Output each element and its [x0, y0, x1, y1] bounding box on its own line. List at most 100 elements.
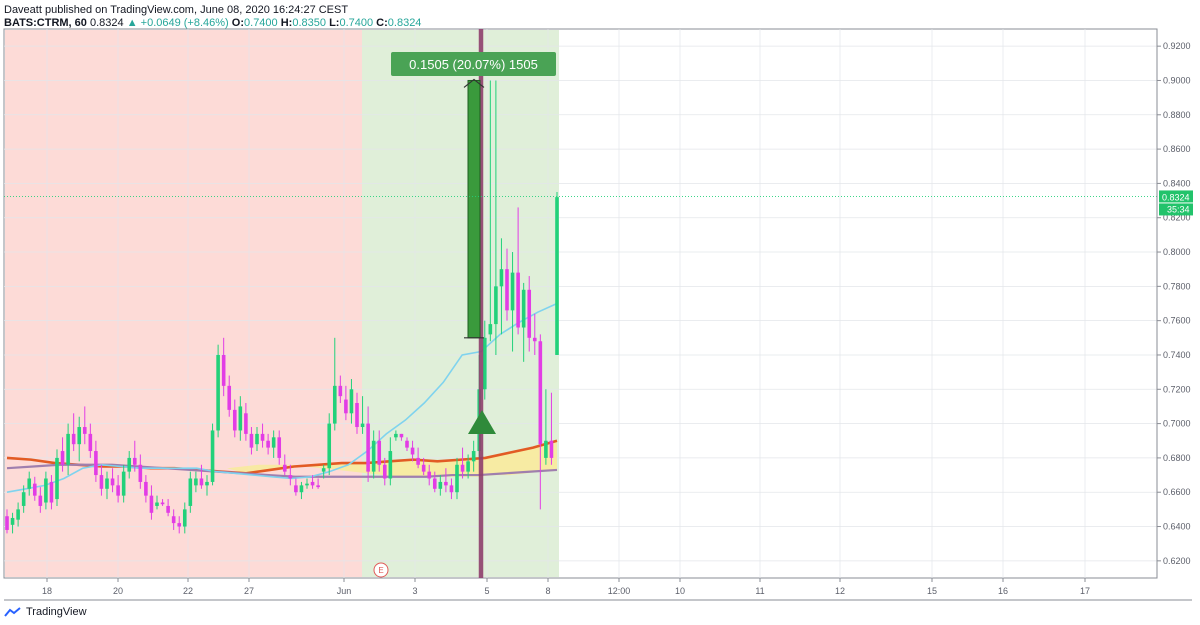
time-axis-label: 12: [835, 586, 845, 596]
open-label: O:: [231, 17, 245, 29]
price-axis-label: 0.6200: [1163, 556, 1191, 566]
candle-body: [360, 423, 365, 428]
candle-body: [499, 269, 504, 287]
price-axis-label: 0.8600: [1163, 144, 1191, 154]
candle-body: [16, 509, 20, 520]
measure-label-box: [391, 52, 556, 76]
candle-body: [516, 272, 520, 328]
candle-body: [177, 523, 182, 527]
candle-body: [399, 433, 404, 438]
candle-body: [388, 451, 393, 479]
session-shade-red: [5, 30, 363, 577]
candle-body: [310, 481, 315, 486]
candle-body: [27, 478, 32, 489]
symbol-line: BATS:CTRM, 60 0.8324 ▲ +0.0649 (+8.46%) …: [4, 17, 421, 29]
candle-body: [321, 468, 326, 472]
price-axis-label: 0.7600: [1163, 316, 1191, 326]
candle-body: [99, 475, 104, 489]
candle-body: [110, 478, 115, 486]
time-axis-label: 3: [412, 586, 417, 596]
candle-body: [244, 413, 248, 434]
candle-body: [410, 447, 415, 455]
candle-body: [149, 495, 154, 513]
candle-body: [160, 502, 165, 505]
ma-cloud: [227, 440, 557, 477]
ema-mid-line: [6, 439, 558, 475]
candle-body: [171, 516, 176, 524]
time-axis-label: Jun: [337, 586, 352, 596]
candle-body: [460, 464, 465, 472]
price-change: ▲ +0.0649 (+8.46%): [126, 17, 229, 29]
candle-body: [116, 485, 120, 496]
candle-body: [194, 478, 198, 486]
candle-body: [421, 464, 426, 472]
measure-label: 0.1505 (20.07%) 1505: [409, 57, 538, 72]
symbol-name: BATS:CTRM, 60: [4, 17, 87, 29]
time-axis-label: 17: [1080, 586, 1090, 596]
candle-body: [438, 481, 443, 489]
candle-body: [5, 516, 9, 530]
footer-brand[interactable]: TradingView: [4, 606, 87, 618]
buy-signal-triangle: [468, 410, 496, 434]
candle-body: [227, 385, 232, 410]
candle-body: [49, 481, 54, 503]
price-axis-label: 0.7800: [1163, 281, 1191, 291]
earnings-marker-label: E: [378, 566, 383, 575]
candle-body: [66, 433, 70, 465]
candle-body: [555, 197, 559, 355]
candle-body: [338, 385, 343, 397]
candle-body: [10, 517, 15, 525]
candle-body: [355, 403, 359, 428]
low-label: L:: [329, 17, 340, 29]
candle-body: [527, 289, 532, 338]
candle-body: [94, 451, 98, 476]
candle-body: [182, 509, 187, 527]
time-axis-label: 22: [183, 586, 193, 596]
bar-timer-tag: [1159, 203, 1193, 216]
candle-body: [505, 269, 509, 311]
candle-body: [371, 440, 376, 472]
candle-body: [366, 423, 370, 472]
publisher-line: Daveatt published on TradingView.com, Ju…: [4, 4, 349, 16]
price-axis-label: 0.7200: [1163, 384, 1191, 394]
candle-body: [82, 427, 87, 434]
measure-range-box: [467, 79, 481, 339]
candle-body: [449, 485, 454, 493]
candle-body: [144, 481, 148, 496]
candle-body: [288, 475, 293, 479]
price-axis-label: 0.9200: [1163, 41, 1191, 51]
earnings-marker[interactable]: [373, 562, 389, 578]
candle-body: [482, 337, 487, 390]
candle-body: [188, 478, 193, 506]
ema-fast-line: [6, 302, 558, 494]
time-axis-label: 11: [755, 586, 764, 596]
brand-name: TradingView: [26, 606, 87, 618]
candle-body: [132, 457, 137, 465]
open-value: 0.7400: [244, 17, 278, 29]
candle-body: [44, 478, 48, 503]
price-axis-label: 0.6400: [1163, 522, 1191, 532]
measure-arrow-head: [463, 78, 485, 88]
candle-body: [38, 495, 43, 506]
candle-body: [255, 433, 259, 445]
candle-body: [488, 324, 493, 335]
price-axis-label: 0.8000: [1163, 247, 1191, 257]
candle-body: [32, 483, 37, 496]
candle-body: [271, 437, 276, 448]
candle-body: [294, 485, 298, 493]
time-axis-label: 5: [484, 586, 489, 596]
time-axis-label: 16: [998, 586, 1008, 596]
candle-body: [455, 464, 459, 493]
candle-body: [332, 385, 337, 424]
candle-body: [21, 492, 26, 506]
price-axis-label: 0.7400: [1163, 350, 1191, 360]
candle-body: [316, 485, 320, 488]
candle-body: [494, 286, 498, 325]
candle-body: [266, 440, 270, 448]
candle-body: [138, 464, 143, 482]
candle-body: [349, 389, 354, 414]
time-axis-label: 15: [927, 586, 937, 596]
price-axis-label: 0.8400: [1163, 178, 1191, 188]
price-axis-label: 0.9000: [1163, 75, 1191, 85]
